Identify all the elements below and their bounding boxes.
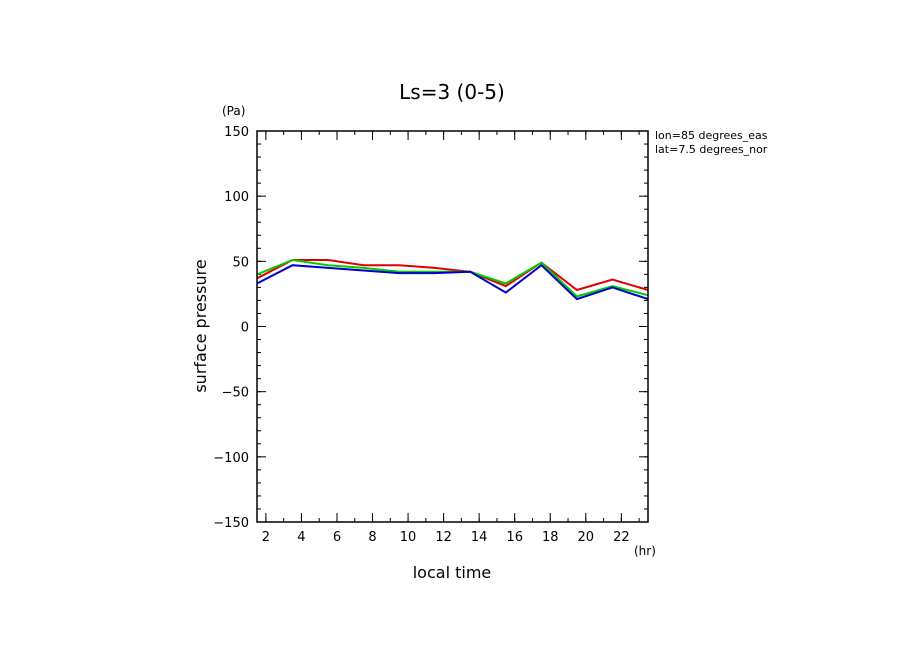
series-line-2 [256,258,649,298]
y-tick-label: −50 [222,386,249,401]
x-tick-label: 12 [435,530,452,545]
annotation-lat: lat=7.5 degrees_nor [655,143,768,156]
x-tick-label: 16 [506,530,523,545]
x-tick-label: 22 [613,530,630,545]
y-tick-label: 100 [224,190,249,205]
x-unit-label: (hr) [634,544,656,558]
y-tick-label: 50 [232,255,249,270]
x-tick-label: 8 [368,530,376,545]
series-line-3 [256,263,649,301]
annotation-lon: lon=85 degrees_eas [655,129,768,142]
y-tick-label: 150 [224,125,249,140]
x-tick-label: 18 [542,530,559,545]
x-tick-label: 20 [578,530,595,545]
y-tick-label: −150 [213,516,249,531]
series-line-1 [256,259,649,292]
x-tick-label: 14 [471,530,488,545]
y-unit-label: (Pa) [222,104,245,118]
chart-title: Ls=3 (0-5) [399,80,505,104]
y-axis-title: surface pressure [191,259,210,392]
x-tick-label: 4 [297,530,305,545]
x-tick-label: 2 [262,530,270,545]
y-tick-label: −100 [213,451,249,466]
y-tick-label: 0 [241,321,249,336]
x-tick-label: 6 [333,530,341,545]
x-tick-label: 10 [400,530,417,545]
x-axis-title: local time [413,563,492,582]
plot-frame [256,130,649,523]
